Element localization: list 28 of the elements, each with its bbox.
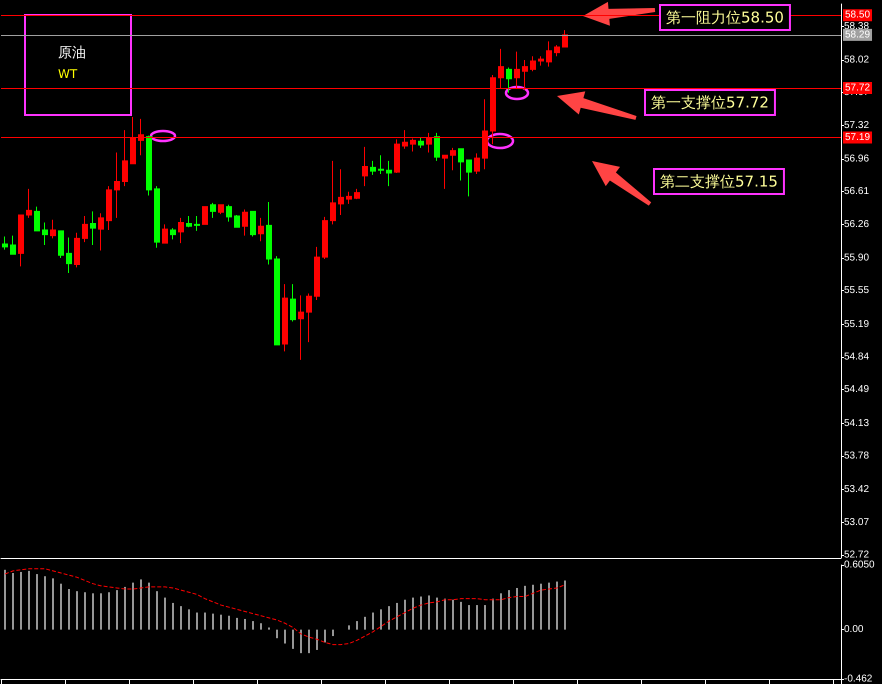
y-tick-label: 55.55 [844,285,870,296]
annotation: 第一支撑位57.72 [651,94,769,112]
y-tick-label: 53.78 [844,450,870,462]
y-tick-label: -0.462 [844,674,873,684]
ref-line-label: 58.29 [845,29,870,40]
y-tick-label: 53.07 [844,516,870,528]
y-tick-label: 57.32 [844,120,870,131]
y-tick-label: 56.26 [844,218,870,230]
y-tick-label: 58.02 [844,54,870,66]
ref-line-label: 58.50 [845,10,870,21]
y-tick-label: 58.38 [844,20,870,32]
y-tick-label: 0.6050 [844,560,876,570]
y-tick-label: 54.84 [844,352,870,363]
y-tick-label: 52.72 [844,550,870,560]
y-tick-label: 56.96 [844,154,870,165]
y-tick-label: 53.42 [844,484,870,496]
annotation: 第二支撑位57.15 [660,172,778,190]
y-tick-label: 0.00 [844,624,864,636]
y-tick-label: 56.61 [844,186,870,198]
y-tick-label: 55.90 [844,252,870,264]
annotation: WT [58,67,78,81]
ref-line-label: 57.19 [845,132,870,144]
y-tick-label: 54.13 [844,418,870,429]
y-tick-label: 54.49 [844,384,870,396]
annotation: 第一阻力位58.50 [666,8,784,26]
ref-line-label: 57.72 [845,82,870,94]
annotation: 原油 [58,45,86,61]
y-tick-label: 55.19 [844,318,870,330]
